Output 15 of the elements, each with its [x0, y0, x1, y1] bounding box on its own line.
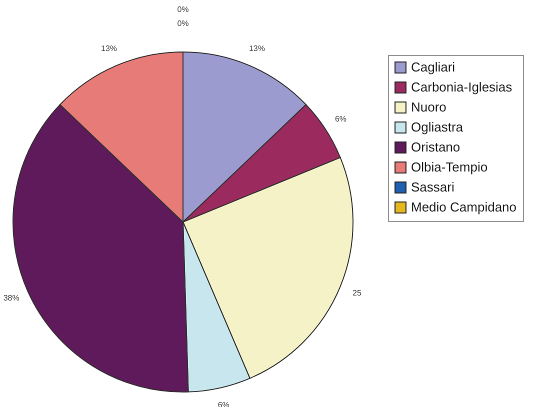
data-label: 13%: [248, 44, 265, 54]
legend-label: Oristano: [411, 140, 460, 154]
legend-label: Nuoro: [411, 100, 446, 114]
legend-label: Sassari: [411, 180, 454, 194]
legend-label: Carbonia-Iglesias: [411, 80, 513, 94]
data-label: 25: [352, 288, 362, 298]
legend-label: Ogliastra: [411, 120, 464, 134]
text: 0%: [177, 5, 189, 14]
legend-label: Medio Campidano: [411, 200, 517, 214]
text: 0%: [177, 19, 189, 28]
legend-label: Olbia-Tempio: [411, 160, 488, 174]
legend-label: Cagliari: [411, 60, 456, 74]
data-label: 38%: [3, 294, 20, 303]
data-label: 13%: [101, 44, 118, 54]
data-label: 6%: [334, 114, 347, 124]
